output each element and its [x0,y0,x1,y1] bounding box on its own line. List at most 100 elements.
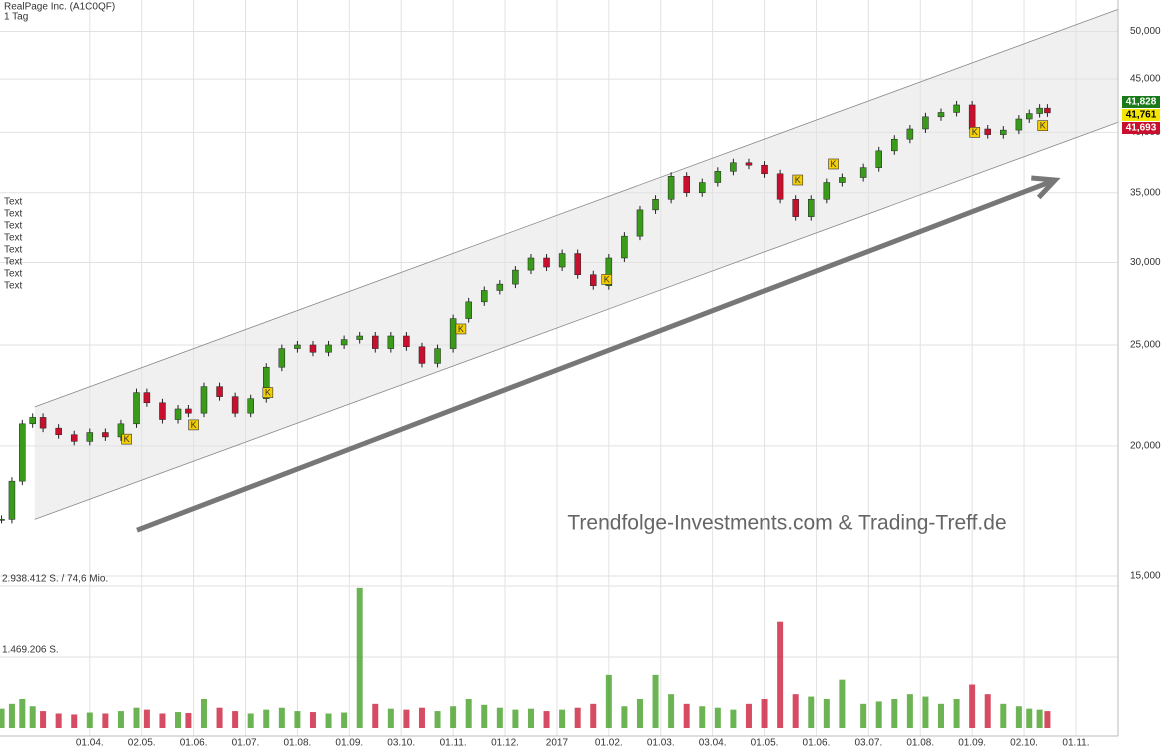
candle [543,257,550,268]
volume-bar [481,704,488,728]
volume-bar [29,706,36,728]
side-text: Text [4,197,23,208]
watermark: Trendfolge-Investments.com & Trading-Tre… [567,512,1006,535]
volume-bar [621,706,628,728]
k-marker-label: K [191,420,197,430]
candle [133,392,140,425]
volume-bar [341,712,348,728]
y-tick-label: 20,000 [1130,441,1161,452]
volume-bar [247,713,254,728]
volume-bar [294,711,301,728]
volume-bar [527,708,534,728]
volume-bar [984,694,991,728]
candle [808,199,815,217]
candle [449,318,457,349]
volume-bar [605,674,612,728]
volume-bar [922,696,929,728]
x-tick-label: 01.09. [335,738,363,749]
y-tick-label: 30,000 [1130,257,1161,268]
volume-bar [668,694,675,728]
candle [372,335,379,349]
candle [159,402,166,420]
volume-bar [839,679,846,728]
candle [434,348,441,364]
candle [968,104,976,130]
volume-bar [1044,711,1051,728]
candle [185,408,192,414]
k-marker [121,433,132,445]
candle [906,128,914,140]
candle [605,257,613,286]
volume-bar [683,703,690,728]
volume-bar [232,711,239,728]
side-text: Text [4,245,23,256]
x-tick-label: 01.11. [440,738,467,749]
candle [823,182,831,200]
candle [792,199,799,217]
x-tick-label: 01.08. [906,738,934,749]
candle [683,176,690,194]
volume-bar [102,713,109,728]
volume-bar [860,703,867,728]
candle [8,480,16,520]
volume-bar [86,712,93,728]
k-marker-label: K [124,434,130,444]
trend-arrow-head [1031,175,1061,200]
candle [1015,118,1023,131]
k-marker [828,158,839,170]
x-tick-label: 01.12. [491,738,519,749]
candle [922,116,929,130]
y-tick-label: 15,000 [1130,571,1161,582]
channel-line [34,121,1119,520]
volume-bar [730,709,737,728]
volume-bar [1015,706,1022,728]
x-tick-label: 01.02. [595,738,623,749]
volume-bar [1026,708,1033,728]
candle [891,138,898,152]
x-tick-label: 01.08. [284,738,312,749]
channel-line [34,9,1119,408]
k-marker-label: K [1040,121,1046,131]
volume-bar [8,703,15,728]
side-text: Text [4,221,23,232]
x-tick-label: 03.10. [387,738,415,749]
volume-bar [636,699,643,728]
k-marker-label: K [831,159,837,169]
y-tick-label: 35,000 [1130,187,1161,198]
candle [309,344,317,353]
candle [143,392,151,404]
candle [418,346,426,364]
k-marker [1037,120,1049,131]
volume-bar [418,707,425,728]
x-tick-label: 01.11. [1062,738,1089,749]
volume-bar [0,708,5,728]
price-box-label: 41,693 [1126,123,1157,134]
x-tick-label: 2017 [546,738,569,749]
volume-bar [40,711,47,728]
candle [278,348,286,368]
candle [859,167,867,178]
volume-bar [875,701,882,728]
candle [1036,107,1043,114]
volume-bar [652,674,659,728]
candle [263,366,270,399]
y-tick-label: 50,000 [1130,26,1161,37]
candle [231,396,239,414]
candle [325,344,332,353]
candle [70,434,78,442]
k-marker [262,387,274,398]
candle [174,408,182,420]
candle [29,417,36,425]
candle [340,339,348,346]
k-marker [969,127,981,138]
candle [0,519,5,521]
candle [216,386,223,397]
x-tick-label: 01.06. [180,738,208,749]
candle [465,301,472,319]
candle [527,257,535,271]
chart-title: RealPage Inc. (A1C0QF) [4,2,115,13]
candle [1044,107,1051,114]
candle [730,162,737,172]
candle [512,269,519,285]
